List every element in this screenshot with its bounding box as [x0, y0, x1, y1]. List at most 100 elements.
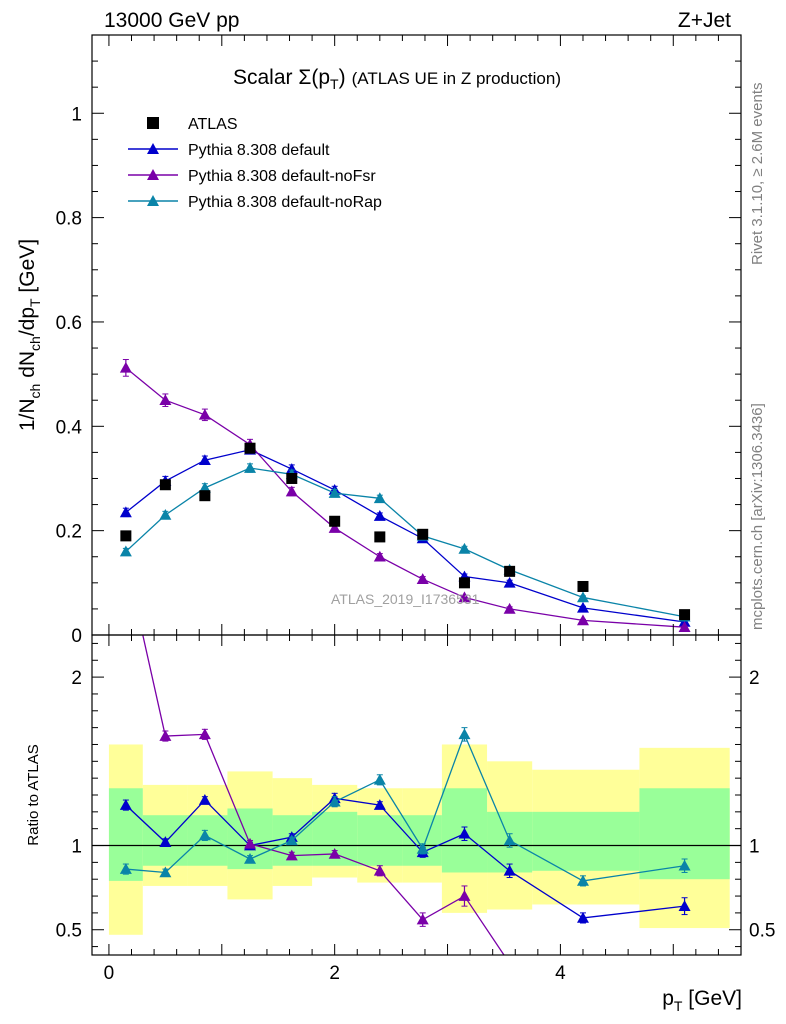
ratio-point [159, 836, 172, 847]
ratio-point [416, 842, 429, 854]
ratio-point [576, 874, 589, 886]
ratio-point [373, 864, 386, 876]
ratio-point [576, 911, 589, 923]
ratio-point [244, 837, 257, 849]
legend-nofsr-marker [147, 169, 159, 180]
ratio-point [244, 853, 257, 864]
bottom-ylabel: Ratio to ATLAS [25, 744, 42, 845]
x-axis-label: pT [GeV] [662, 987, 742, 1014]
series-point [328, 487, 341, 498]
series-point [285, 485, 298, 497]
atlas-point [199, 490, 211, 502]
series-line [125, 367, 685, 628]
y-tick-label: 0.8 [56, 209, 82, 230]
atlas-point [458, 577, 470, 589]
series-point [119, 506, 132, 518]
chart-title: Scalar Σ(pT) (ATLAS UE in Z production) [233, 66, 561, 92]
series-point [244, 462, 257, 473]
series-point [678, 621, 691, 632]
process-label: Z+Jet [678, 9, 731, 32]
top-ylabel: 1/Nch dNch/dpT [GeV] [16, 239, 43, 431]
series-point [198, 408, 211, 420]
ratio-y-tick-label: 0.5 [56, 921, 82, 942]
atlas-point [504, 565, 516, 577]
bottom-panel: 0.5 0.5 1 1 2 2 0 2 4 [56, 634, 775, 984]
ratio-point [458, 890, 471, 901]
series-point [373, 510, 386, 521]
atlas-point [120, 530, 132, 542]
ratio-point [373, 799, 386, 810]
series-point [198, 481, 211, 493]
ratio-y-tick-label: 1 [71, 837, 82, 858]
atlas-point [329, 515, 341, 527]
x-tick-label: 4 [555, 963, 566, 984]
legend-norap-marker [147, 195, 159, 206]
ratio-point [678, 900, 691, 911]
ratio-point [416, 913, 429, 925]
ratio-point [458, 728, 471, 740]
ratio-y-tick-label-right: 1 [749, 837, 760, 858]
ratio-point [119, 863, 132, 874]
ratio-point [328, 795, 341, 807]
legend-default-label: Pythia 8.308 default [188, 142, 330, 159]
ratio-point [503, 864, 516, 876]
series-point [503, 576, 516, 588]
series-point [576, 601, 589, 613]
y-tick-label: 0 [71, 626, 82, 647]
ratio-point [198, 728, 211, 740]
legend-nofsr-label: Pythia 8.308 default-noFsr [188, 168, 376, 185]
ratio-point [458, 827, 471, 839]
series-point [373, 550, 386, 562]
legend-atlas-marker [147, 117, 159, 129]
y-tick-label: 0.2 [56, 522, 82, 543]
top-panel: 0 0.2 0.4 0.6 0.8 1 [56, 34, 742, 647]
energy-label: 13000 GeV pp [104, 9, 239, 32]
atlas-point [417, 528, 429, 540]
uncertainty-band-green [402, 815, 442, 866]
ratio-point [285, 834, 298, 846]
ratio-point [198, 829, 211, 841]
series-point [576, 591, 589, 603]
ratio-y-tick-label: 2 [71, 668, 82, 689]
series-point [159, 394, 172, 406]
mcplots-label: mcplots.cern.ch [arXiv:1306.3436] [749, 403, 766, 630]
uncertainty-band-green [357, 815, 403, 866]
atlas-point [577, 580, 589, 592]
y-tick-label: 1 [71, 104, 82, 125]
ratio-point [119, 799, 132, 810]
ratio-line [125, 732, 685, 882]
ratio-line [142, 635, 505, 955]
atlas-point [374, 531, 386, 543]
series-point [458, 591, 471, 603]
ratio-point [678, 859, 691, 871]
analysis-watermark: ATLAS_2019_I1736531 [331, 591, 480, 607]
ratio-point [285, 849, 298, 861]
atlas-point [286, 472, 298, 484]
y-tick-label: 0.6 [56, 313, 82, 334]
series-point [576, 614, 589, 626]
series-line [125, 449, 685, 623]
x-tick-label: 2 [329, 963, 340, 984]
x-tick-label: 0 [104, 963, 115, 984]
series-point [198, 454, 211, 466]
series-point [119, 361, 132, 373]
uncertainty-band-green [532, 811, 640, 871]
ratio-point [198, 794, 211, 805]
ratio-point [328, 847, 341, 859]
legend-atlas-label: ATLAS [188, 116, 238, 133]
series-point [119, 545, 132, 557]
series-point [159, 509, 172, 520]
series-point [328, 522, 341, 533]
ratio-y-tick-label-right: 2 [749, 668, 760, 689]
ratio-point [159, 866, 172, 878]
atlas-point [159, 479, 171, 491]
series-point [373, 492, 386, 504]
ratio-point [373, 773, 386, 785]
ratio-line [125, 797, 685, 919]
series-point [416, 573, 429, 584]
atlas-point [679, 609, 691, 621]
ratio-y-tick-label-right: 0.5 [749, 921, 775, 942]
ratio-point [159, 730, 172, 741]
legend-default-marker [147, 143, 159, 154]
atlas-point [244, 442, 256, 454]
